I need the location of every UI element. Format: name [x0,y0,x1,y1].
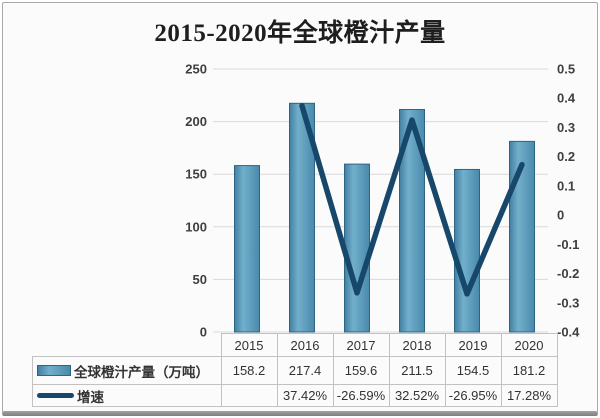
bar-2017 [344,163,370,333]
right-axis-tick: 0.5 [557,62,575,77]
right-axis-tick: -0.3 [557,295,579,310]
right-axis-tick: 0.2 [557,149,575,164]
window-bottom-edge [3,411,597,416]
value-cell [220,384,278,407]
right-axis-tick: 0.3 [557,120,575,135]
table-corner-blank [33,334,222,357]
value-cell: 37.42% [276,384,334,407]
value-cell: 17.28% [500,384,558,407]
right-axis-tick: -0.1 [557,237,579,252]
left-axis-tick: 250 [185,62,207,77]
legend-cell-growth: 增速 [32,384,222,407]
year-cell: 2015 [220,333,278,357]
year-cell: 2018 [388,333,446,357]
data-table: 2015 2016 2017 2018 2019 2020 全球橙汁产量（万吨） 158.2 2… [32,333,558,407]
value-cell: 158.2 [220,356,278,385]
bar-legend-swatch-icon [37,365,71,376]
legend-label: 全球橙汁产量（万吨） [74,364,209,380]
year-cell: 2019 [444,333,502,357]
left-axis-tick: 100 [185,219,207,234]
value-cell: 217.4 [276,356,334,385]
bar-2019 [454,168,480,333]
bar-2015 [234,165,260,333]
line-legend-swatch-icon [37,393,74,398]
value-cell: -26.59% [332,384,390,407]
left-axis-tick: 50 [193,272,207,287]
year-cell: 2016 [276,333,334,357]
right-axis-tick: 0 [557,208,564,223]
right-axis-tick: -0.2 [557,266,579,281]
left-axis-tick: 0 [200,325,207,340]
value-cell: 154.5 [444,356,502,385]
value-cell: 32.52% [388,384,446,407]
value-cell: 181.2 [500,356,558,385]
left-axis-tick: 200 [185,114,207,129]
bar-2020 [509,140,535,333]
legend-cell-production: 全球橙汁产量（万吨） [32,356,222,385]
growth-rate-line [299,103,525,297]
right-axis-tick: 0.1 [557,178,575,193]
chart-title: 2015-2020年全球橙汁产量 [154,20,446,47]
year-cell: 2020 [500,333,558,357]
value-cell: 159.6 [332,356,390,385]
year-cell: 2017 [332,333,390,357]
value-cell: -26.95% [444,384,502,407]
left-axis-tick: 150 [185,167,207,182]
right-axis-tick: -0.4 [557,325,580,340]
right-axis-tick: 0.4 [557,91,576,106]
value-cell: 211.5 [388,356,446,385]
legend-label: 增速 [77,389,104,405]
